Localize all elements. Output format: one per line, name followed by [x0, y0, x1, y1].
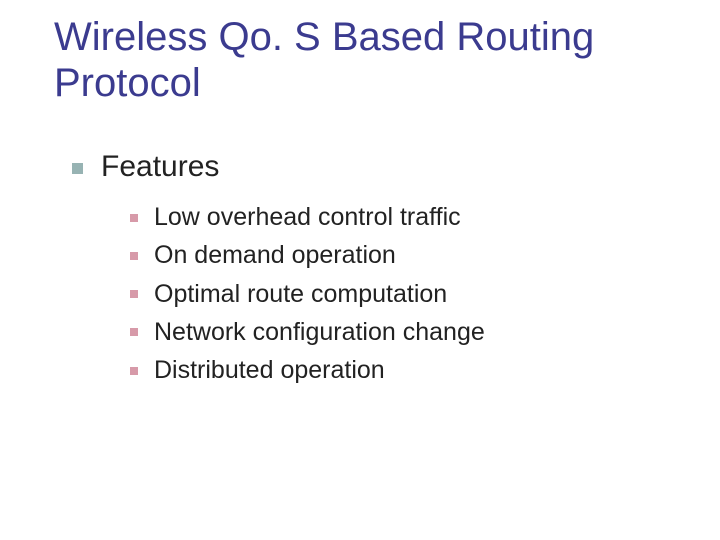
square-bullet-icon	[130, 214, 138, 222]
level2-list: Low overhead control traffic On demand o…	[130, 202, 672, 386]
level2-label: Low overhead control traffic	[154, 202, 461, 233]
square-bullet-icon	[130, 290, 138, 298]
bullet-row: Features	[72, 150, 672, 184]
square-bullet-icon	[130, 252, 138, 260]
slide-body: Features Low overhead control traffic On…	[72, 150, 672, 400]
square-bullet-icon	[130, 367, 138, 375]
list-item: Optimal route computation	[130, 279, 672, 310]
level2-label: Distributed operation	[154, 355, 385, 386]
square-bullet-icon	[72, 163, 83, 174]
slide-title: Wireless Qo. S Based Routing Protocol	[54, 14, 674, 106]
bullet-level1: Features Low overhead control traffic On…	[72, 150, 672, 386]
slide: Wireless Qo. S Based Routing Protocol Fe…	[0, 0, 720, 540]
list-item: Network configuration change	[130, 317, 672, 348]
list-item: Distributed operation	[130, 355, 672, 386]
list-item: Low overhead control traffic	[130, 202, 672, 233]
level1-label: Features	[101, 150, 219, 184]
level2-label: Optimal route computation	[154, 279, 447, 310]
list-item: On demand operation	[130, 240, 672, 271]
level2-label: Network configuration change	[154, 317, 485, 348]
square-bullet-icon	[130, 328, 138, 336]
level2-label: On demand operation	[154, 240, 396, 271]
